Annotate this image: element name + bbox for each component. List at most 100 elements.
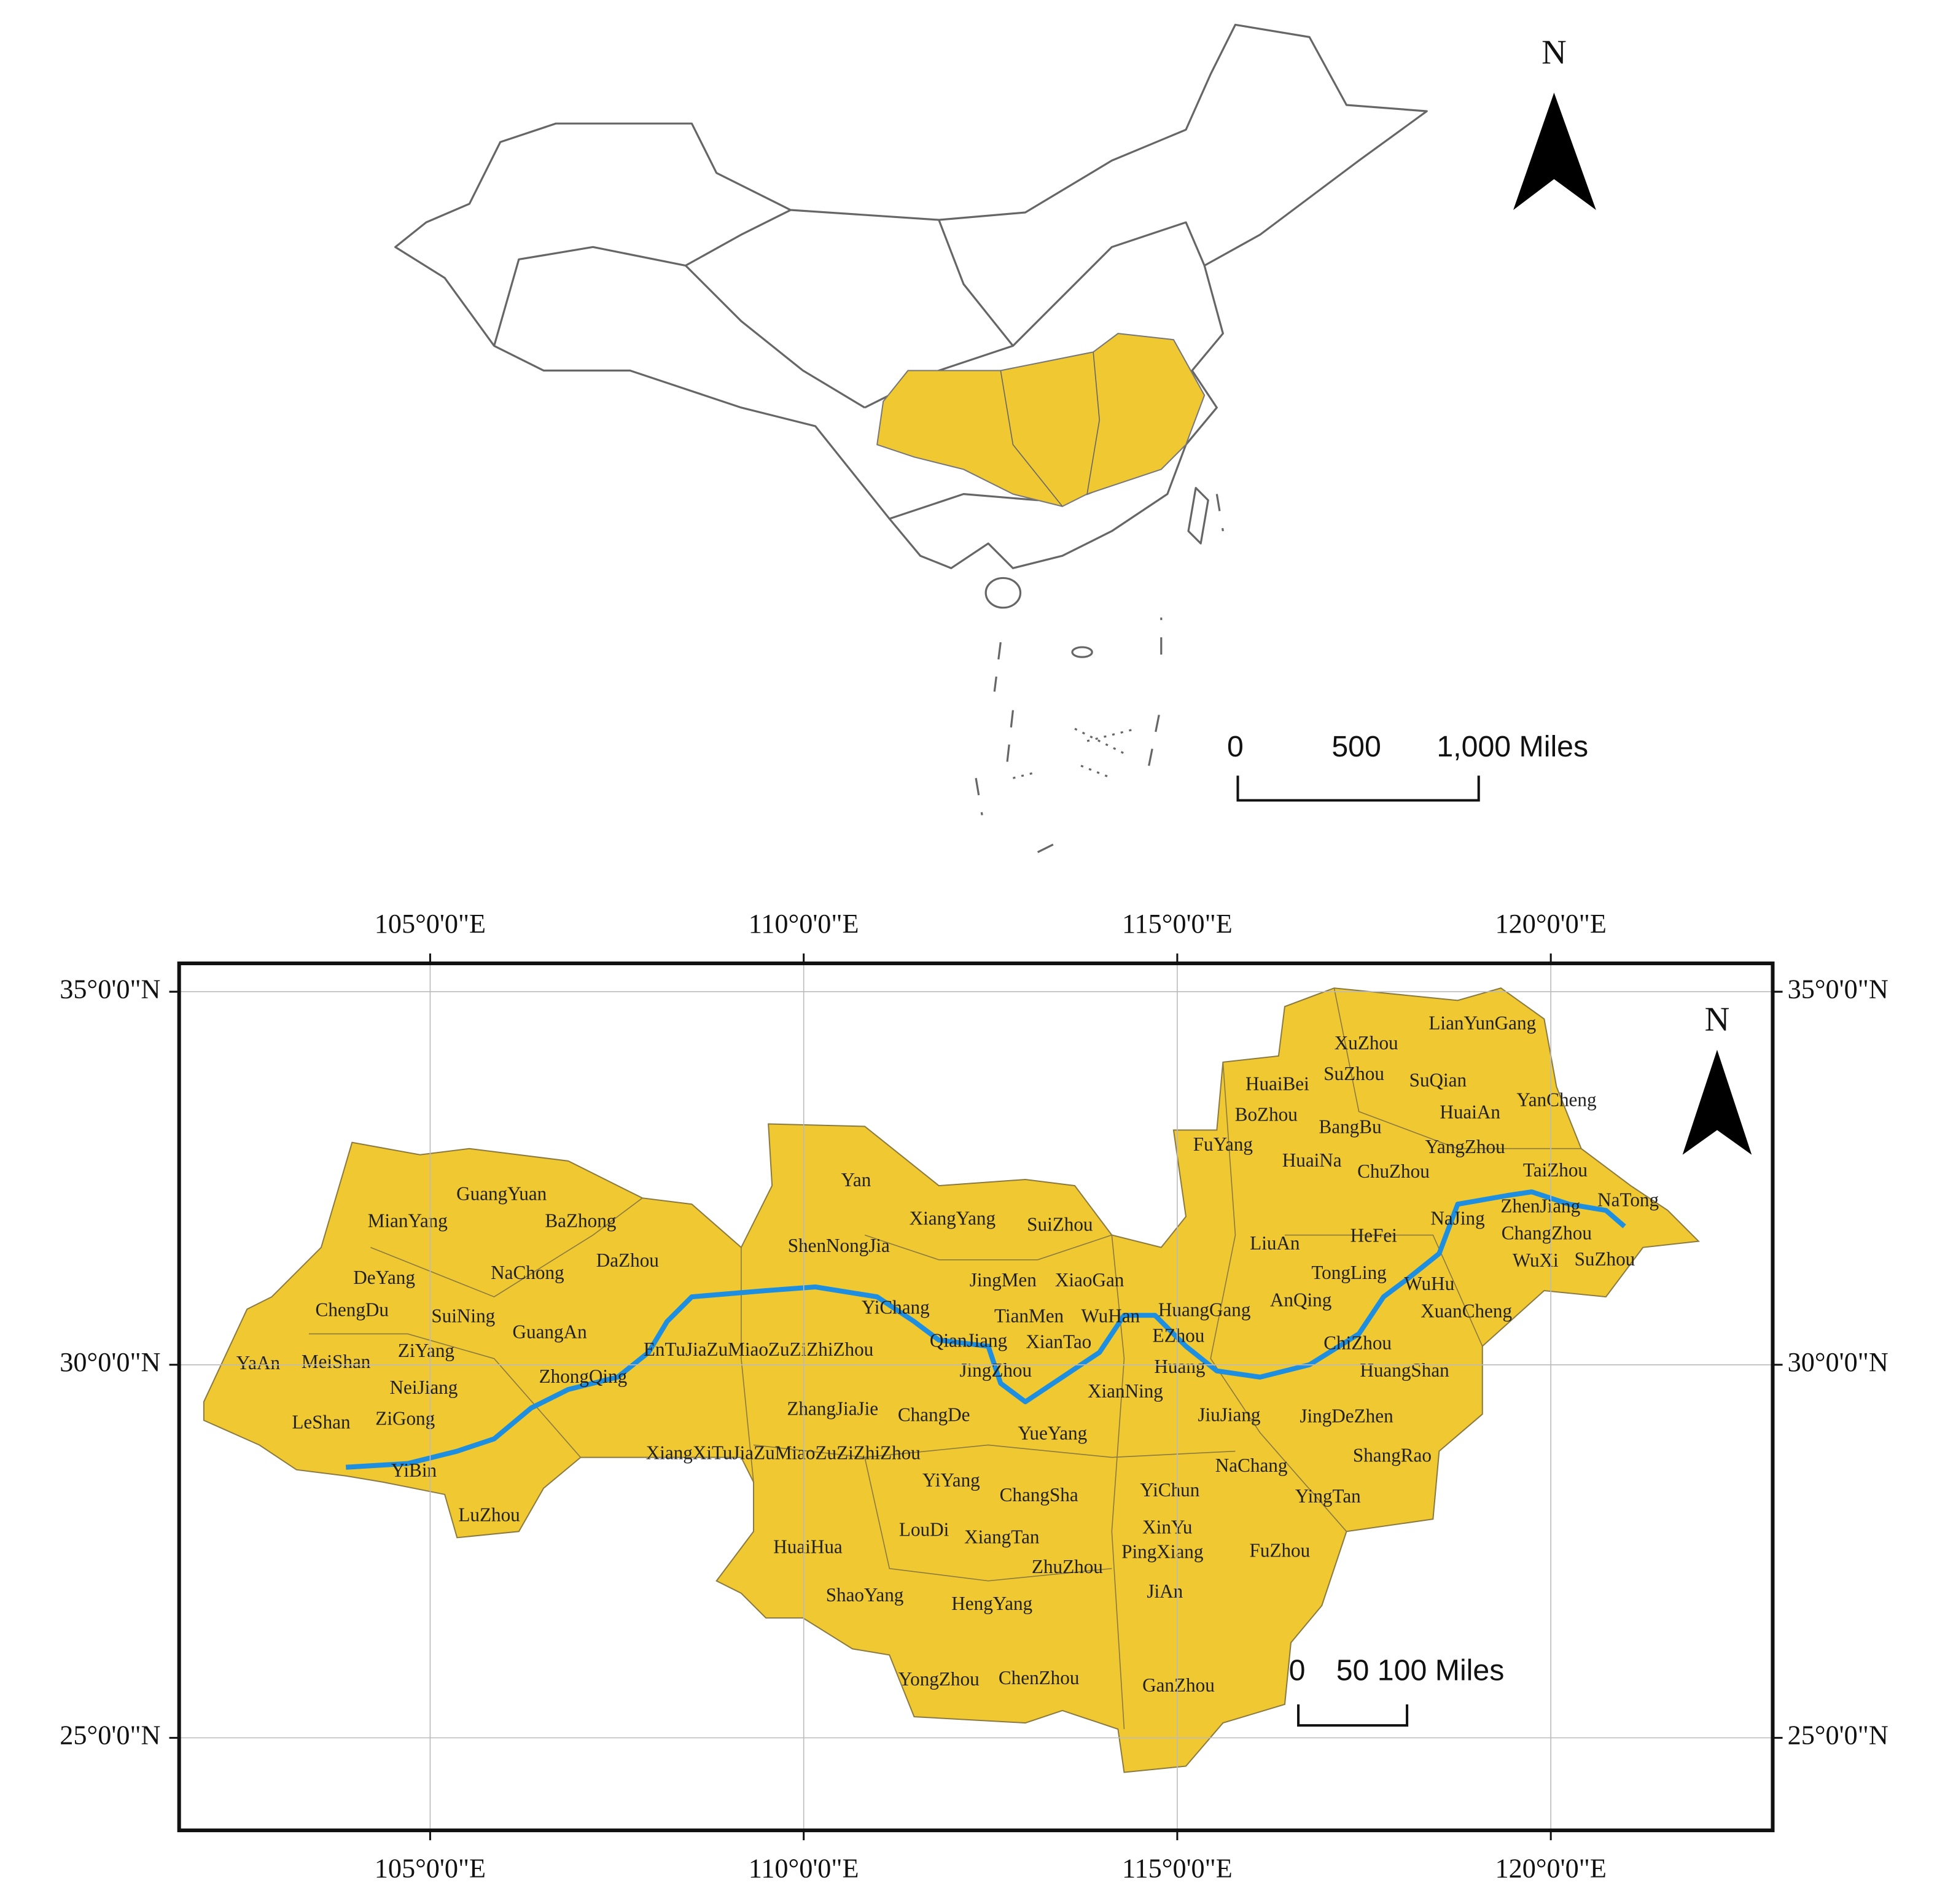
scale-bar: 0 50 100 Miles bbox=[1289, 1653, 1505, 1727]
province-border bbox=[685, 209, 792, 266]
place-label: XiangYang bbox=[910, 1208, 996, 1229]
place-label: LiuAn bbox=[1250, 1232, 1300, 1254]
place-label: SuQian bbox=[1409, 1069, 1467, 1090]
border bbox=[1111, 1235, 1125, 1730]
place-label: HuaiHua bbox=[773, 1536, 843, 1558]
place-label: ChuZhou bbox=[1357, 1160, 1430, 1182]
nine-dash-line bbox=[975, 494, 1224, 853]
x-tick-label: 110°0'0"E bbox=[749, 1854, 859, 1884]
province-border bbox=[938, 219, 1014, 347]
place-label: HuaiBei bbox=[1245, 1073, 1309, 1094]
hainan-island bbox=[984, 577, 1022, 609]
place-label: MeiShan bbox=[302, 1351, 371, 1372]
x-tick-label: 115°0'0"E bbox=[1122, 909, 1233, 939]
place-label: ZhangJiaJie bbox=[787, 1397, 878, 1419]
place-label: XiangTan bbox=[964, 1526, 1040, 1548]
place-label: NaChang bbox=[1215, 1455, 1288, 1476]
place-label: ChangDe bbox=[898, 1404, 970, 1425]
north-arrow-shape bbox=[1513, 92, 1596, 211]
place-label: NeiJiang bbox=[390, 1377, 458, 1398]
place-label: BoZhou bbox=[1235, 1104, 1298, 1125]
place-label: SuZhou bbox=[1323, 1063, 1384, 1084]
place-label: ZiGong bbox=[375, 1407, 435, 1429]
place-label: YanCheng bbox=[1516, 1089, 1596, 1110]
scale-label: 50 bbox=[1336, 1653, 1370, 1687]
north-label: N bbox=[1541, 33, 1567, 71]
place-label: JingMen bbox=[970, 1269, 1037, 1291]
place-label: YiYang bbox=[922, 1469, 980, 1491]
place-label: WuHan bbox=[1081, 1305, 1140, 1326]
y-tick-label: 30°0'0"N bbox=[1788, 1347, 1888, 1377]
study-area-overview bbox=[876, 333, 1206, 507]
place-label: FuYang bbox=[1193, 1133, 1253, 1155]
place-label: YangZhou bbox=[1425, 1136, 1506, 1157]
graticule: 105°0'0"E 105°0'0"E 110°0'0"E 110°0'0"E 115°… bbox=[60, 909, 1888, 1884]
scale-label: 0 bbox=[1289, 1653, 1306, 1687]
place-label: QianJiang bbox=[930, 1330, 1007, 1351]
place-label: SuiZhou bbox=[1027, 1214, 1093, 1235]
y-tick-label: 25°0'0"N bbox=[1788, 1720, 1888, 1751]
place-label: YingTan bbox=[1295, 1485, 1361, 1507]
scale-label: 0 bbox=[1227, 730, 1244, 763]
place-label: JingZhou bbox=[959, 1359, 1032, 1381]
place-label: HengYang bbox=[951, 1593, 1032, 1614]
place-label: ShenNongJia bbox=[788, 1235, 890, 1256]
place-label: WuHu bbox=[1404, 1273, 1454, 1294]
place-label: NaChong bbox=[491, 1262, 564, 1283]
place-label: LuZhou bbox=[458, 1504, 520, 1525]
border bbox=[308, 1333, 582, 1458]
islands bbox=[1013, 728, 1137, 779]
place-label: PingXiang bbox=[1121, 1541, 1203, 1563]
place-label: BangBu bbox=[1319, 1116, 1382, 1138]
border bbox=[741, 1247, 754, 1482]
place-label: NaJing bbox=[1430, 1208, 1484, 1229]
yangtze-river bbox=[345, 1189, 1626, 1470]
border bbox=[1333, 988, 1581, 1149]
place-label: GuangYuan bbox=[456, 1183, 547, 1204]
place-label: TaiZhou bbox=[1523, 1159, 1588, 1181]
border bbox=[1210, 1062, 1347, 1532]
place-label: EZhou bbox=[1153, 1325, 1205, 1346]
place-label: YaAn bbox=[236, 1352, 281, 1374]
place-label: GuangAn bbox=[513, 1321, 588, 1343]
scale-line bbox=[1236, 775, 1480, 802]
scale-label: 500 bbox=[1331, 730, 1381, 763]
province-border bbox=[1000, 370, 1063, 507]
place-labels: GuangYuan MianYang BaZhong DaZhou NaChong DeY… bbox=[236, 1012, 1659, 1696]
overview-map bbox=[394, 23, 1428, 853]
north-label: N bbox=[1705, 1000, 1730, 1038]
place-label: ZhenJiang bbox=[1500, 1195, 1580, 1216]
north-arrow: N bbox=[1682, 1000, 1752, 1155]
border bbox=[1284, 1234, 1483, 1346]
place-label: ChangZhou bbox=[1502, 1222, 1592, 1244]
place-label: ChenZhou bbox=[999, 1667, 1080, 1688]
scale-label: 1,000 Miles bbox=[1436, 730, 1588, 763]
place-label: ZhuZhou bbox=[1032, 1556, 1103, 1577]
place-label: YiChang bbox=[862, 1296, 930, 1318]
place-label: JingDeZhen bbox=[1300, 1405, 1393, 1426]
border bbox=[370, 1197, 643, 1298]
place-label: LouDi bbox=[899, 1518, 949, 1540]
place-label: ZiYang bbox=[398, 1340, 454, 1361]
place-label: JiAn bbox=[1147, 1580, 1183, 1602]
place-label: HuangGang bbox=[1158, 1299, 1251, 1320]
place-label: WuXi bbox=[1513, 1249, 1559, 1271]
scale-bar: 0 500 1,000 Miles bbox=[1227, 730, 1588, 802]
x-tick-label: 105°0'0"E bbox=[375, 909, 486, 939]
scale-label: 100 Miles bbox=[1378, 1653, 1505, 1687]
place-label: ChiZhou bbox=[1323, 1332, 1392, 1354]
place-label: NaTong bbox=[1597, 1189, 1659, 1210]
place-label: ChangSha bbox=[1000, 1484, 1078, 1506]
place-label: GanZhou bbox=[1142, 1674, 1215, 1696]
place-label: LeShan bbox=[292, 1411, 351, 1432]
place-label: XiaoGan bbox=[1055, 1269, 1124, 1291]
place-label: YueYang bbox=[1018, 1423, 1087, 1444]
place-label: ShaoYang bbox=[826, 1584, 904, 1606]
study-area bbox=[203, 987, 1700, 1773]
taiwan-island bbox=[1187, 486, 1209, 545]
place-label: YongZhou bbox=[898, 1668, 980, 1690]
place-label: JiuJiang bbox=[1198, 1404, 1260, 1425]
province-border bbox=[1086, 352, 1101, 494]
place-label: Yan bbox=[841, 1169, 871, 1191]
y-tick-label: 35°0'0"N bbox=[60, 974, 160, 1004]
